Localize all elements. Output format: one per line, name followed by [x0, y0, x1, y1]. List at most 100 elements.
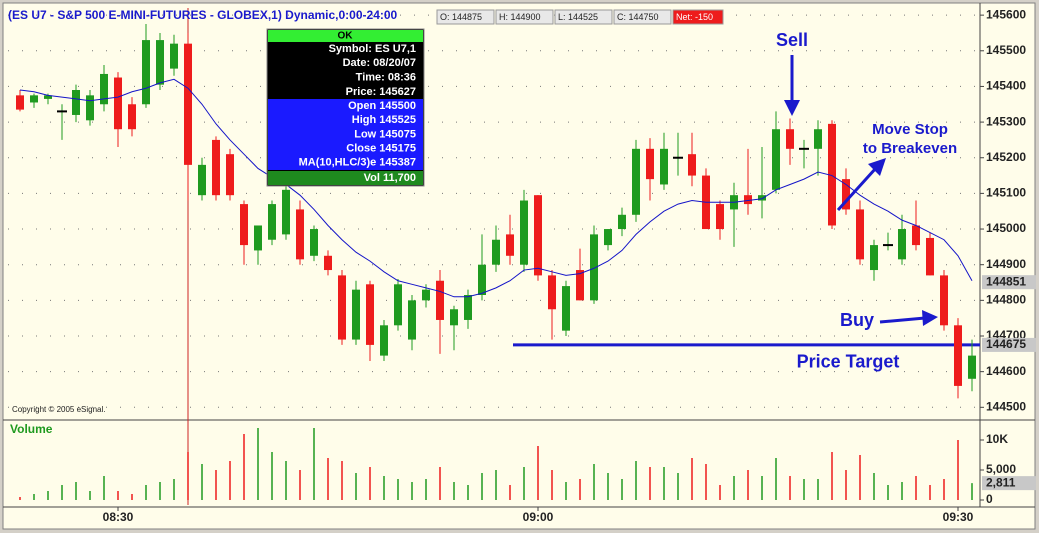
y-tick-label: 0 [986, 492, 993, 506]
data-window-row: Symbol: ES U7,1 [329, 43, 416, 55]
candle-body [30, 95, 38, 103]
data-window-row: High 145525 [352, 114, 416, 126]
candle-body [590, 234, 598, 301]
data-window-row: Open 145500 [348, 100, 416, 112]
quote-box [672, 9, 724, 25]
candle-body [282, 189, 290, 235]
candle-body [506, 234, 514, 256]
candle-body [380, 325, 388, 356]
candle-body [394, 284, 402, 326]
data-window-header-text: OK [338, 31, 354, 42]
candle-body [240, 204, 248, 246]
y-tick-label: 144800 [986, 293, 1026, 307]
candle-body [716, 204, 724, 230]
y-tick-label: 145500 [986, 43, 1026, 57]
candle-body [940, 275, 948, 326]
data-window-row: Close 145175 [346, 143, 416, 155]
data-window-row: Time: 08:36 [356, 72, 416, 84]
quote-box [613, 9, 672, 25]
data-window-blue [268, 99, 423, 170]
move-stop-arrowhead [868, 158, 886, 176]
candle-body [198, 164, 206, 196]
move-stop-label: Move Stop [872, 121, 948, 138]
candle-body [338, 275, 346, 340]
y-tick-label: 145400 [986, 79, 1026, 93]
data-window-header [268, 30, 423, 42]
y-tick-label: 145100 [986, 186, 1026, 200]
buy-label: Buy [840, 310, 874, 330]
moving-average [19, 78, 973, 298]
candle-body [226, 154, 234, 196]
quote-box [495, 9, 554, 25]
candle-body [548, 275, 556, 310]
candle-body [268, 204, 276, 240]
candle-body [772, 129, 780, 190]
candle-body [114, 77, 122, 130]
candle-body [660, 148, 668, 185]
quote-text: H: 144900 [499, 12, 541, 22]
candle-body [184, 43, 192, 165]
y-tick-label: 145300 [986, 114, 1026, 128]
candle-body [436, 280, 444, 320]
data-window-footer-text: Vol 11,700 [364, 172, 416, 184]
candle-body [912, 225, 920, 246]
axis-marker [982, 275, 1036, 290]
candle-body [744, 195, 752, 205]
y-tick-label: 145000 [986, 221, 1026, 235]
candle-body [814, 129, 822, 149]
axis-marker-label: 144851 [986, 274, 1026, 288]
y-tick-label: 145200 [986, 150, 1026, 164]
buy-arrow [879, 316, 926, 324]
candle-body [408, 300, 416, 340]
data-window: OK Vol 11,700 Symbol: ES U7,1 Date: 08/20… [266, 28, 425, 187]
axis-marker [982, 337, 1036, 352]
candle-body [688, 154, 696, 176]
x-tick-label: 08:30 [103, 510, 134, 524]
target-label: Price Target [797, 352, 900, 372]
x-tick-label: 09:00 [523, 510, 554, 524]
candle-body [142, 40, 150, 105]
candle-body [954, 325, 962, 386]
quote-bar: O: 144875 H: 144900 L: 144525 C: 144750 Net:… [436, 9, 724, 25]
axis-marker-label: 2,811 [986, 475, 1016, 489]
axis-marker [982, 476, 1036, 491]
quote-text: L: 144525 [558, 12, 598, 22]
candle-body [492, 239, 500, 265]
candle-body [576, 270, 584, 301]
candle-body [870, 245, 878, 271]
candle-body [170, 43, 178, 69]
candle-body [352, 289, 360, 340]
copyright: Copyright © 2005 eSignal. [12, 405, 106, 414]
move-stop-label: to Breakeven [863, 140, 957, 157]
candle-body [478, 264, 486, 295]
sell-arrowhead [784, 100, 800, 116]
candle-body [422, 289, 430, 301]
candle-body [968, 355, 976, 379]
y-tick-label: 5,000 [986, 462, 1016, 476]
candle-body [212, 139, 220, 196]
candle-body [366, 284, 374, 345]
candle-body [520, 200, 528, 265]
x-tick-label: 09:30 [943, 510, 974, 524]
quote-text: O: 144875 [440, 12, 482, 22]
candle-body [324, 255, 332, 271]
candle-body [646, 148, 654, 180]
y-tick-label: 10K [986, 432, 1008, 446]
candle-body [604, 229, 612, 246]
candle-body [842, 179, 850, 210]
volume-label: Volume [10, 422, 53, 436]
sell-label: Sell [776, 30, 808, 50]
candle-body [310, 229, 318, 256]
quote-text: C: 144750 [617, 12, 659, 22]
candle-body [926, 237, 934, 276]
candle-body [898, 229, 906, 260]
candle-body [632, 148, 640, 215]
candle-body [786, 129, 794, 149]
candle-body [828, 123, 836, 226]
candle-body [856, 209, 864, 260]
chart-title: (ES U7 - S&P 500 E-MINI-FUTURES - GLOBEX… [8, 8, 398, 22]
data-window-footer [268, 171, 423, 185]
candle-body [44, 95, 52, 99]
